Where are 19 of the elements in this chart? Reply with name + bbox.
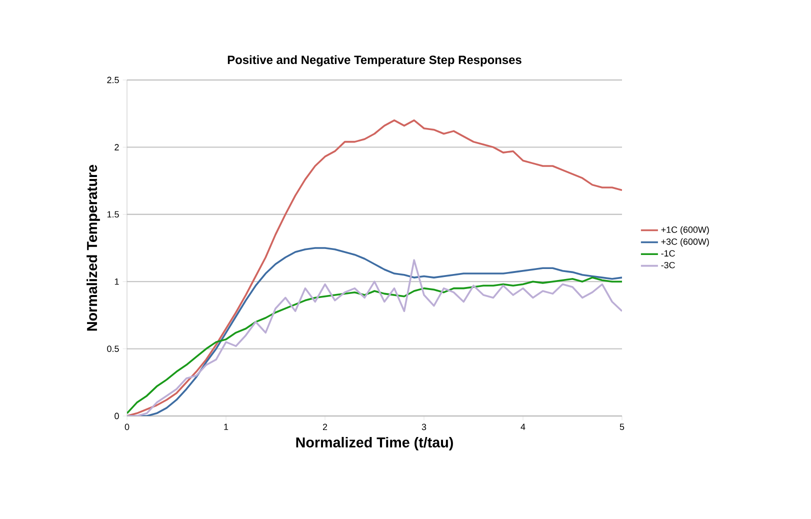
legend-label: -1C — [661, 250, 675, 257]
y-axis-title: Normalized Temperature — [86, 164, 100, 331]
x-axis-title: Normalized Time (t/tau) — [296, 436, 453, 450]
y-tick-label: 0.5 — [107, 346, 119, 352]
x-tick-label: 3 — [422, 424, 426, 430]
legend-label: +3C (600W) — [661, 238, 709, 247]
x-tick-label: 0 — [124, 424, 130, 430]
y-tick-label: 1 — [114, 278, 119, 285]
y-tick-label: 0 — [114, 412, 119, 420]
x-tick-label: 5 — [620, 424, 624, 430]
y-tick-label: 1.5 — [107, 211, 119, 218]
x-tick-label: 4 — [520, 424, 526, 430]
x-tick-label: 2 — [322, 424, 328, 430]
x-tick-label: 1 — [224, 424, 228, 430]
y-tick-label: 2 — [114, 144, 119, 150]
legend-label: +1C (600W) — [661, 226, 709, 235]
y-tick-label: 2.5 — [107, 76, 119, 84]
chart-title: Positive and Negative Temperature Step Responses — [228, 55, 522, 66]
legend-label: -3C — [661, 262, 675, 268]
